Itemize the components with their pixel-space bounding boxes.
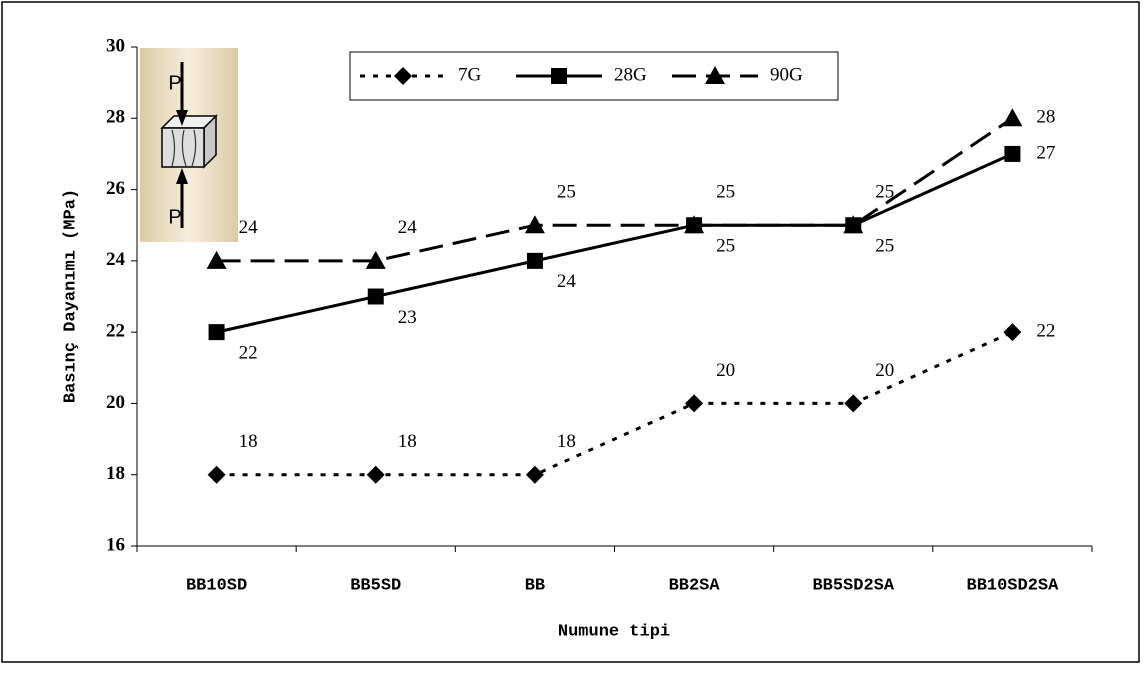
x-tick-label: BB10SD (186, 576, 247, 595)
data-label: 18 (557, 431, 576, 452)
data-point (527, 253, 543, 269)
data-label: 25 (875, 182, 894, 203)
data-point (209, 324, 225, 340)
x-tick-label: BB5SD2SA (812, 576, 894, 595)
data-label: 27 (1036, 142, 1055, 163)
y-tick-label: 24 (106, 249, 126, 270)
data-label: 25 (557, 182, 576, 203)
data-label: 24 (239, 217, 258, 238)
legend-marker (551, 68, 567, 84)
inset-label: P (168, 206, 181, 228)
y-tick-label: 18 (106, 463, 125, 484)
data-label: 22 (239, 343, 258, 364)
y-tick-label: 26 (106, 178, 125, 199)
legend-label: 28G (614, 64, 647, 85)
data-label: 28 (1036, 107, 1055, 128)
y-axis-title: Basınç Dayanımı (MPa) (61, 189, 80, 403)
inset-label: P (168, 72, 181, 94)
series-line (217, 332, 1013, 475)
y-tick-label: 28 (106, 107, 125, 128)
x-axis-title: Numune tipi (558, 622, 670, 641)
data-point (368, 289, 384, 305)
x-tick-label: BB2SA (669, 576, 721, 595)
data-label: 25 (875, 236, 894, 257)
y-tick-label: 16 (106, 534, 125, 555)
data-label: 25 (716, 236, 735, 257)
data-point (1004, 146, 1020, 162)
data-label: 23 (398, 307, 417, 328)
data-label: 22 (1036, 321, 1055, 342)
y-tick-label: 22 (106, 321, 125, 342)
chart: P P Basınç Dayanımı (MPa) Numune tipi 16… (0, 0, 1148, 679)
data-label: 24 (557, 271, 577, 292)
data-point (208, 466, 226, 484)
legend-label: 7G (458, 64, 482, 85)
data-point (844, 394, 862, 412)
data-label: 25 (716, 182, 735, 203)
data-point (1003, 323, 1021, 341)
data-label: 18 (398, 431, 417, 452)
data-label: 18 (239, 431, 258, 452)
data-point (526, 466, 544, 484)
inset-diagram: P P (140, 48, 238, 242)
x-tick-label: BB10SD2SA (967, 576, 1060, 595)
y-tick-label: 30 (106, 35, 125, 56)
data-label: 20 (875, 360, 894, 381)
data-label: 24 (398, 217, 418, 238)
data-point (685, 394, 703, 412)
y-tick-label: 20 (106, 392, 125, 413)
data-point (1002, 108, 1022, 126)
x-tick-label: BB5SD (350, 576, 401, 595)
data-label: 20 (716, 360, 735, 381)
data-point (367, 466, 385, 484)
x-tick-label: BB (525, 576, 545, 595)
legend-label: 90G (770, 64, 803, 85)
